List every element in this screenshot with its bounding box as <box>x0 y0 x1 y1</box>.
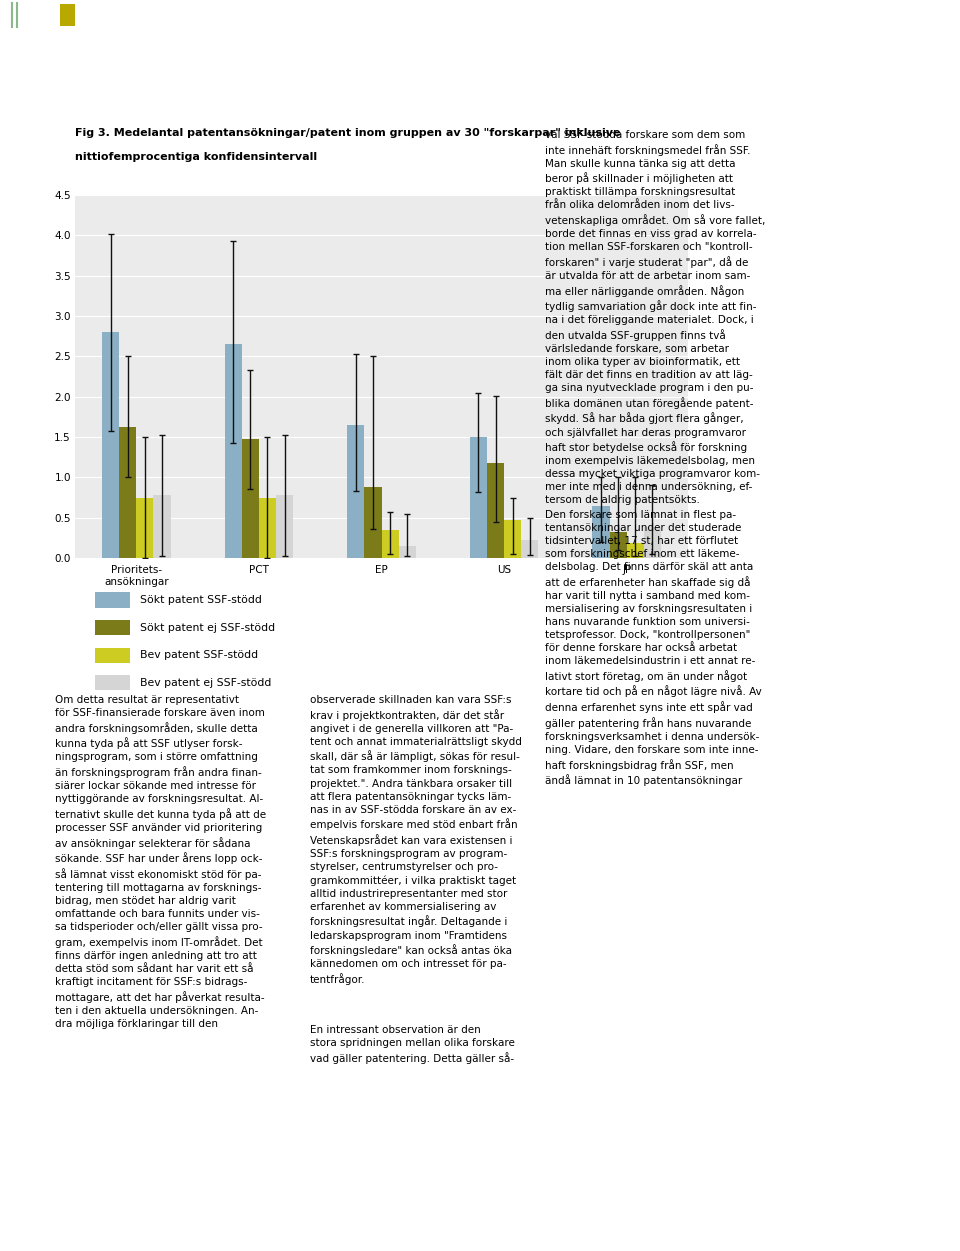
Bar <box>381 529 398 558</box>
Text: Den forskare som lämnat in flest pa-
tentansökningar under det studerade
tidsint: Den forskare som lämnat in flest pa- ten… <box>545 510 761 786</box>
Text: Fig 3. Medelantal patentansökningar/patent inom gruppen av 30 "forskarpar" inklu: Fig 3. Medelantal patentansökningar/pate… <box>75 128 620 138</box>
Bar <box>242 439 259 558</box>
Bar <box>504 520 521 558</box>
Bar <box>487 463 504 558</box>
Bar <box>398 545 416 558</box>
Text: Sökt patent ej SSF-stödd: Sökt patent ej SSF-stödd <box>140 623 276 633</box>
Bar <box>225 344 242 558</box>
Text: Sökt patent SSF-stödd: Sökt patent SSF-stödd <box>140 595 262 605</box>
Bar <box>154 495 171 558</box>
Bar <box>259 498 276 558</box>
Bar <box>276 495 293 558</box>
Text: Bev patent ej SSF-stödd: Bev patent ej SSF-stödd <box>140 678 272 688</box>
Text: 8: 8 <box>46 9 54 21</box>
Text: nittiofemprocentiga konfidensintervall: nittiofemprocentiga konfidensintervall <box>75 153 317 161</box>
Text: SSF-stödda forskare söker patent i större utsträckning än icke SSF-stödda: SSF-stödda forskare söker patent i störr… <box>82 10 546 20</box>
Bar <box>627 543 644 558</box>
Text: väl SSF-stödda forskare som dem som
inte innehäft forskningsmedel från SSF.
Man : väl SSF-stödda forskare som dem som inte… <box>545 130 765 505</box>
Bar <box>592 505 610 558</box>
Bar <box>348 425 365 558</box>
Text: En intressant observation är den
stora spridningen mellan olika forskare
vad gäl: En intressant observation är den stora s… <box>310 1025 515 1063</box>
Bar <box>644 528 661 558</box>
Bar <box>469 437 487 558</box>
Bar <box>521 540 539 558</box>
Bar <box>365 487 381 558</box>
Text: observerade skillnaden kan vara SSF:s
krav i projektkontrakten, där det står
ang: observerade skillnaden kan vara SSF:s kr… <box>310 696 522 985</box>
Bar <box>136 498 154 558</box>
Text: Om detta resultat är representativt
för SSF-finansierade forskare även inom
andr: Om detta resultat är representativt för … <box>55 696 266 1028</box>
Bar <box>610 532 627 558</box>
Bar <box>102 332 119 558</box>
Bar <box>119 427 136 558</box>
Text: Bev patent SSF-stödd: Bev patent SSF-stödd <box>140 651 258 661</box>
